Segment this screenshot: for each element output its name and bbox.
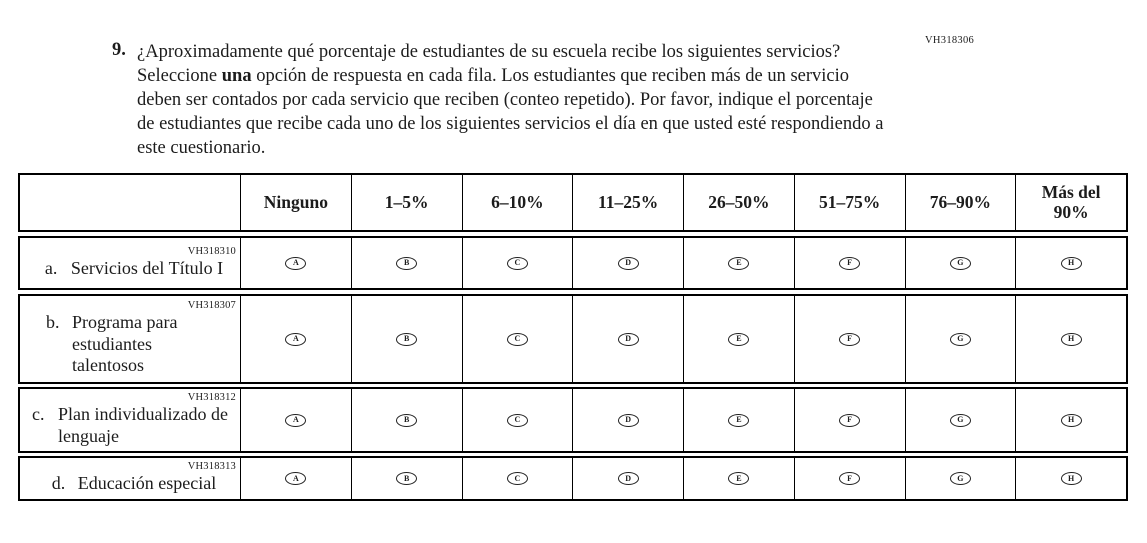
row-d-option-cell-a[interactable]: A [240, 458, 351, 499]
option-bubble-e[interactable]: E [728, 256, 750, 270]
option-bubble-c[interactable]: C [506, 332, 528, 346]
row-a-option-cell-e[interactable]: E [683, 238, 794, 288]
row-d-code: VH318313 [187, 461, 236, 473]
row-a-option-cell-b[interactable]: B [350, 238, 462, 288]
option-bubble-g[interactable]: G [949, 256, 971, 270]
row-b-label-cell: VH318307 b. Programa para estudiantes tal… [20, 296, 240, 382]
option-bubble-a[interactable]: A [285, 332, 307, 346]
row-d-option-cell-e[interactable]: E [683, 458, 794, 499]
question-text-part2: opción de respuesta en cada fila. Los es… [137, 66, 884, 158]
row-c-option-cell-b[interactable]: B [350, 389, 462, 451]
row-d-option-cell-d[interactable]: D [572, 458, 683, 499]
option-bubble-f[interactable]: F [839, 472, 861, 485]
response-matrix-table: Ninguno 1–5% 6–10% 11–25% 26–50% 51–75% … [18, 173, 1128, 501]
option-bubble-f[interactable]: F [839, 256, 861, 270]
question-accession-code: VH318306 [925, 35, 975, 46]
option-bubble-d[interactable]: D [617, 256, 639, 270]
row-c-option-cell-h[interactable]: H [1015, 389, 1126, 451]
column-header-ninguno: Ninguno [240, 175, 351, 230]
row-c-option-cell-f[interactable]: F [793, 389, 905, 451]
row-b-option-cell-f[interactable]: F [793, 296, 905, 382]
row-b-label: b. Programa para estudiantes talentosos [46, 312, 178, 376]
option-bubble-a[interactable]: A [285, 472, 307, 485]
option-bubble-g[interactable]: G [949, 472, 971, 485]
option-bubble-d[interactable]: D [617, 472, 639, 485]
option-bubble-c[interactable]: C [506, 256, 528, 270]
row-d-label: d. Educación especial [51, 473, 217, 494]
option-bubble-g[interactable]: G [949, 332, 971, 346]
row-b-option-cell-e[interactable]: E [683, 296, 794, 382]
question-number: 9. [112, 40, 126, 60]
option-bubble-d[interactable]: D [617, 413, 639, 427]
row-c-label-cell: VH318312 c. Plan individualizado de lengu… [20, 389, 240, 451]
table-row-a: VH318310 a. Servicios del Título I A B C … [18, 236, 1128, 290]
row-c-option-cell-d[interactable]: D [572, 389, 683, 451]
option-bubble-b[interactable]: B [396, 332, 418, 346]
column-header-1-5: 1–5% [350, 175, 462, 230]
row-b-option-cell-c[interactable]: C [461, 296, 573, 382]
option-bubble-g[interactable]: G [949, 413, 971, 427]
option-bubble-f[interactable]: F [839, 413, 861, 427]
column-header-51-75: 51–75% [793, 175, 905, 230]
row-b-code: VH318307 [187, 300, 236, 312]
option-bubble-a[interactable]: A [285, 256, 307, 270]
option-bubble-e[interactable]: E [728, 472, 750, 485]
row-d-option-cell-h[interactable]: H [1015, 458, 1126, 499]
row-c-option-cell-g[interactable]: G [904, 389, 1016, 451]
question-text-bold: una [221, 66, 252, 86]
row-c-option-cell-e[interactable]: E [683, 389, 794, 451]
question-text-part1: ¿Aproximadamente qué porcentaje de estud… [137, 42, 841, 86]
row-c-code: VH318312 [187, 392, 236, 403]
option-bubble-c[interactable]: C [506, 472, 528, 485]
row-d-label-cell: VH318313 d. Educación especial [20, 458, 240, 499]
column-header-76-90: 76–90% [904, 175, 1016, 230]
option-bubble-f[interactable]: F [839, 332, 861, 346]
row-a-option-cell-a[interactable]: A [240, 238, 351, 288]
row-a-option-cell-g[interactable]: G [904, 238, 1016, 288]
column-header-11-25: 11–25% [572, 175, 683, 230]
option-bubble-e[interactable]: E [728, 332, 750, 346]
row-a-label: a. Servicios del Título I [44, 257, 224, 278]
row-a-option-cell-h[interactable]: H [1015, 238, 1126, 288]
option-bubble-h[interactable]: H [1060, 332, 1082, 346]
row-c-option-cell-c[interactable]: C [461, 389, 573, 451]
row-d-option-cell-b[interactable]: B [350, 458, 462, 499]
row-b-option-cell-g[interactable]: G [904, 296, 1016, 382]
row-a-label-cell: VH318310 a. Servicios del Título I [20, 238, 240, 288]
option-bubble-b[interactable]: B [396, 413, 418, 427]
table-row-d: VH318313 d. Educación especial A B C D E … [18, 456, 1128, 501]
option-bubble-b[interactable]: B [396, 256, 418, 270]
row-a-option-cell-c[interactable]: C [461, 238, 573, 288]
option-bubble-b[interactable]: B [396, 472, 418, 485]
row-d-option-cell-c[interactable]: C [461, 458, 573, 499]
option-bubble-d[interactable]: D [617, 332, 639, 346]
row-a-option-cell-f[interactable]: F [793, 238, 905, 288]
row-a-option-cell-d[interactable]: D [572, 238, 683, 288]
column-header-mas-del-90: Más del 90% [1015, 175, 1126, 230]
table-row-c: VH318312 c. Plan individualizado de lengu… [18, 387, 1128, 453]
row-a-code: VH318310 [187, 245, 236, 257]
table-header-row: Ninguno 1–5% 6–10% 11–25% 26–50% 51–75% … [18, 173, 1128, 232]
row-b-option-cell-d[interactable]: D [572, 296, 683, 382]
column-header-26-50: 26–50% [683, 175, 794, 230]
header-empty-cell [20, 175, 240, 230]
row-b-option-cell-h[interactable]: H [1015, 296, 1126, 382]
option-bubble-e[interactable]: E [728, 413, 750, 427]
row-c-option-cell-a[interactable]: A [240, 389, 351, 451]
question-text: ¿Aproximadamente qué porcentaje de estud… [137, 40, 885, 160]
option-bubble-h[interactable]: H [1060, 472, 1082, 485]
row-d-option-cell-f[interactable]: F [793, 458, 905, 499]
row-b-option-cell-b[interactable]: B [350, 296, 462, 382]
row-c-label: c. Plan individualizado de lenguaje [32, 404, 228, 446]
option-bubble-h[interactable]: H [1060, 256, 1082, 270]
option-bubble-a[interactable]: A [285, 413, 307, 427]
option-bubble-h[interactable]: H [1060, 413, 1082, 427]
row-d-option-cell-g[interactable]: G [904, 458, 1016, 499]
option-bubble-c[interactable]: C [506, 413, 528, 427]
row-b-option-cell-a[interactable]: A [240, 296, 351, 382]
table-row-b: VH318307 b. Programa para estudiantes tal… [18, 294, 1128, 384]
column-header-6-10: 6–10% [461, 175, 573, 230]
